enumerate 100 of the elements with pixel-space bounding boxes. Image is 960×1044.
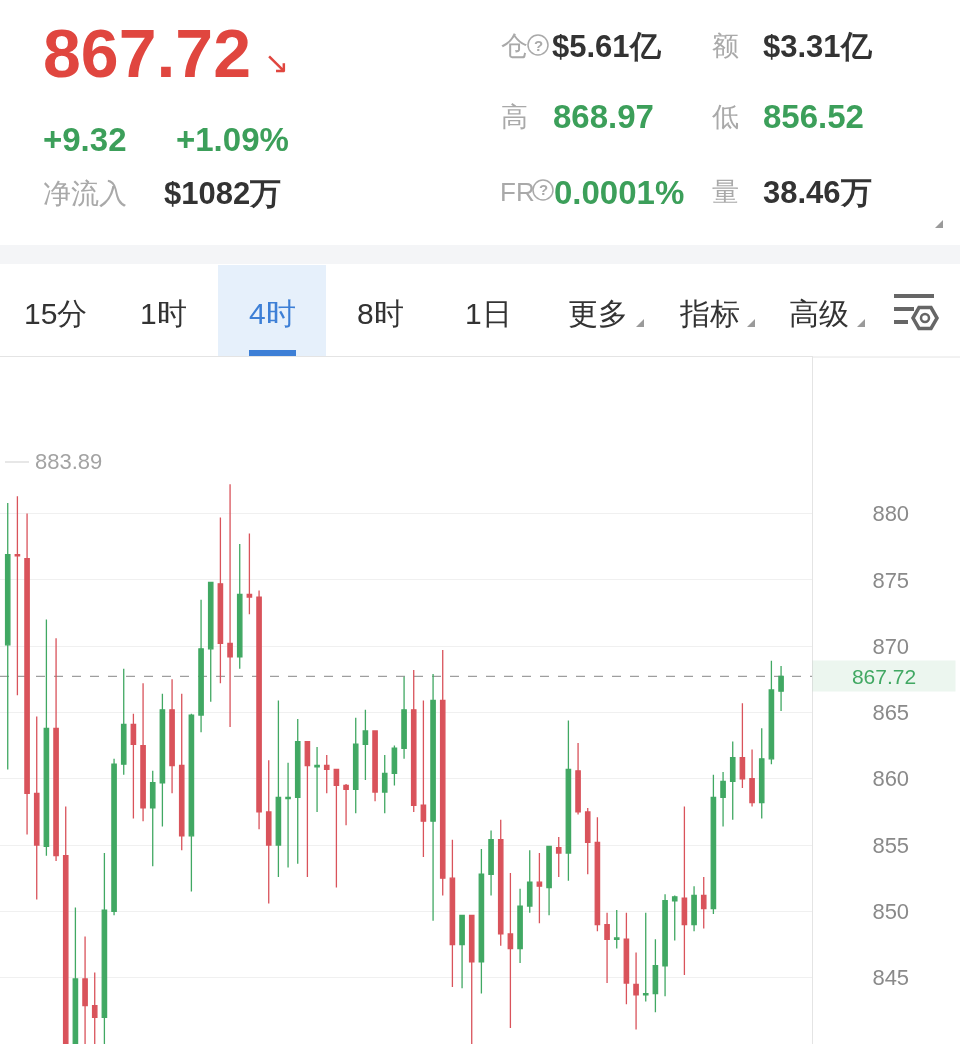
candlestick xyxy=(198,599,204,733)
candlestick xyxy=(178,693,185,852)
candlestick xyxy=(72,906,79,1044)
candlestick xyxy=(401,675,407,760)
candlestick xyxy=(488,829,494,897)
candlestick xyxy=(236,543,243,670)
text: $1082万 xyxy=(164,176,282,211)
text: 高 xyxy=(501,102,528,132)
candlestick xyxy=(120,668,127,776)
candlestick xyxy=(149,770,156,867)
text: FR xyxy=(500,177,535,207)
candlestick xyxy=(758,727,765,820)
candlestick xyxy=(768,660,775,765)
candlestick xyxy=(700,876,707,930)
candlestick xyxy=(691,885,697,932)
text: 仓 xyxy=(501,31,528,61)
y-tick-label: 855 xyxy=(872,832,910,858)
candlestick xyxy=(130,713,137,820)
candlestick xyxy=(159,693,166,828)
candlestick xyxy=(227,483,233,728)
candlestick xyxy=(584,807,591,875)
candlestick xyxy=(101,852,108,1044)
candlestick xyxy=(681,805,688,976)
candlestick xyxy=(43,618,50,857)
text: 额 xyxy=(712,31,739,61)
candlestick xyxy=(623,912,630,1005)
ref-line-label: 867.72 xyxy=(851,664,917,688)
candlestick xyxy=(140,682,146,822)
candlestick xyxy=(517,888,523,964)
y-tick-label: 875 xyxy=(872,567,910,593)
candlestick xyxy=(111,758,117,916)
candlestick xyxy=(739,702,746,789)
candlestick xyxy=(439,649,446,897)
text: ? xyxy=(534,37,544,54)
candlestick xyxy=(720,771,726,828)
candlestick xyxy=(420,699,427,858)
candlestick xyxy=(362,709,369,781)
candlestick xyxy=(507,872,514,1029)
candlestick xyxy=(207,581,214,703)
candlestick xyxy=(188,713,195,893)
text: 指标 xyxy=(679,297,740,330)
text: 867.72 xyxy=(43,15,251,91)
candlestick xyxy=(381,754,388,814)
text: 高级 xyxy=(789,297,849,330)
candlestick xyxy=(304,740,311,878)
candlestick xyxy=(265,759,272,905)
text: 净流入 xyxy=(43,178,127,209)
candlestick xyxy=(565,719,572,882)
candlestick xyxy=(333,768,340,889)
candlestick xyxy=(497,819,504,947)
candlestick xyxy=(314,746,320,813)
candlestick xyxy=(14,495,21,696)
candlestick xyxy=(642,912,649,1003)
candlestick xyxy=(594,816,601,932)
candlestick xyxy=(526,849,533,914)
candlestick xyxy=(575,742,581,816)
candlestick xyxy=(275,699,282,878)
text: ↘ xyxy=(264,46,290,79)
text: +1.09% xyxy=(176,121,289,158)
candlestick xyxy=(372,730,378,802)
candlestick xyxy=(4,502,11,771)
text: ? xyxy=(539,181,549,198)
y-tick-label: 850 xyxy=(872,899,910,925)
candlestick xyxy=(449,839,456,988)
text: 8时 xyxy=(357,297,404,330)
candlestick xyxy=(62,805,69,1044)
text: 量 xyxy=(712,177,739,207)
candlestick xyxy=(652,938,659,1013)
text: $3.31亿 xyxy=(763,29,873,64)
text: $5.61亿 xyxy=(552,29,662,64)
candlestick xyxy=(285,762,291,869)
candlestick xyxy=(33,715,40,901)
text: 更多 xyxy=(568,297,628,330)
candlestick xyxy=(633,951,639,1031)
candlestick xyxy=(749,748,755,808)
candlestick xyxy=(662,893,668,997)
text: 低 xyxy=(712,102,739,132)
text: 856.52 xyxy=(763,98,864,135)
candlestick xyxy=(729,740,736,821)
y-tick-label: 880 xyxy=(872,501,910,527)
text: 1时 xyxy=(140,297,187,330)
candlestick xyxy=(546,845,552,916)
y-tick-label: 865 xyxy=(872,700,910,726)
candlestick xyxy=(82,935,88,1044)
candlestick xyxy=(671,894,678,942)
candlestick xyxy=(352,717,359,814)
candlestick xyxy=(604,912,610,984)
candlestick xyxy=(410,669,417,813)
candlestick xyxy=(536,852,543,924)
candlestick xyxy=(256,589,262,830)
candlestick xyxy=(323,754,330,794)
candlestick xyxy=(343,783,349,826)
candlestick xyxy=(778,665,784,712)
candlestick xyxy=(468,914,475,1044)
annotation: 883.89 xyxy=(35,449,103,474)
candlestick xyxy=(555,836,562,878)
candlestick xyxy=(613,909,620,950)
y-tick-label: 860 xyxy=(872,766,910,792)
candlestick xyxy=(91,971,98,1044)
candlestick xyxy=(459,914,465,989)
